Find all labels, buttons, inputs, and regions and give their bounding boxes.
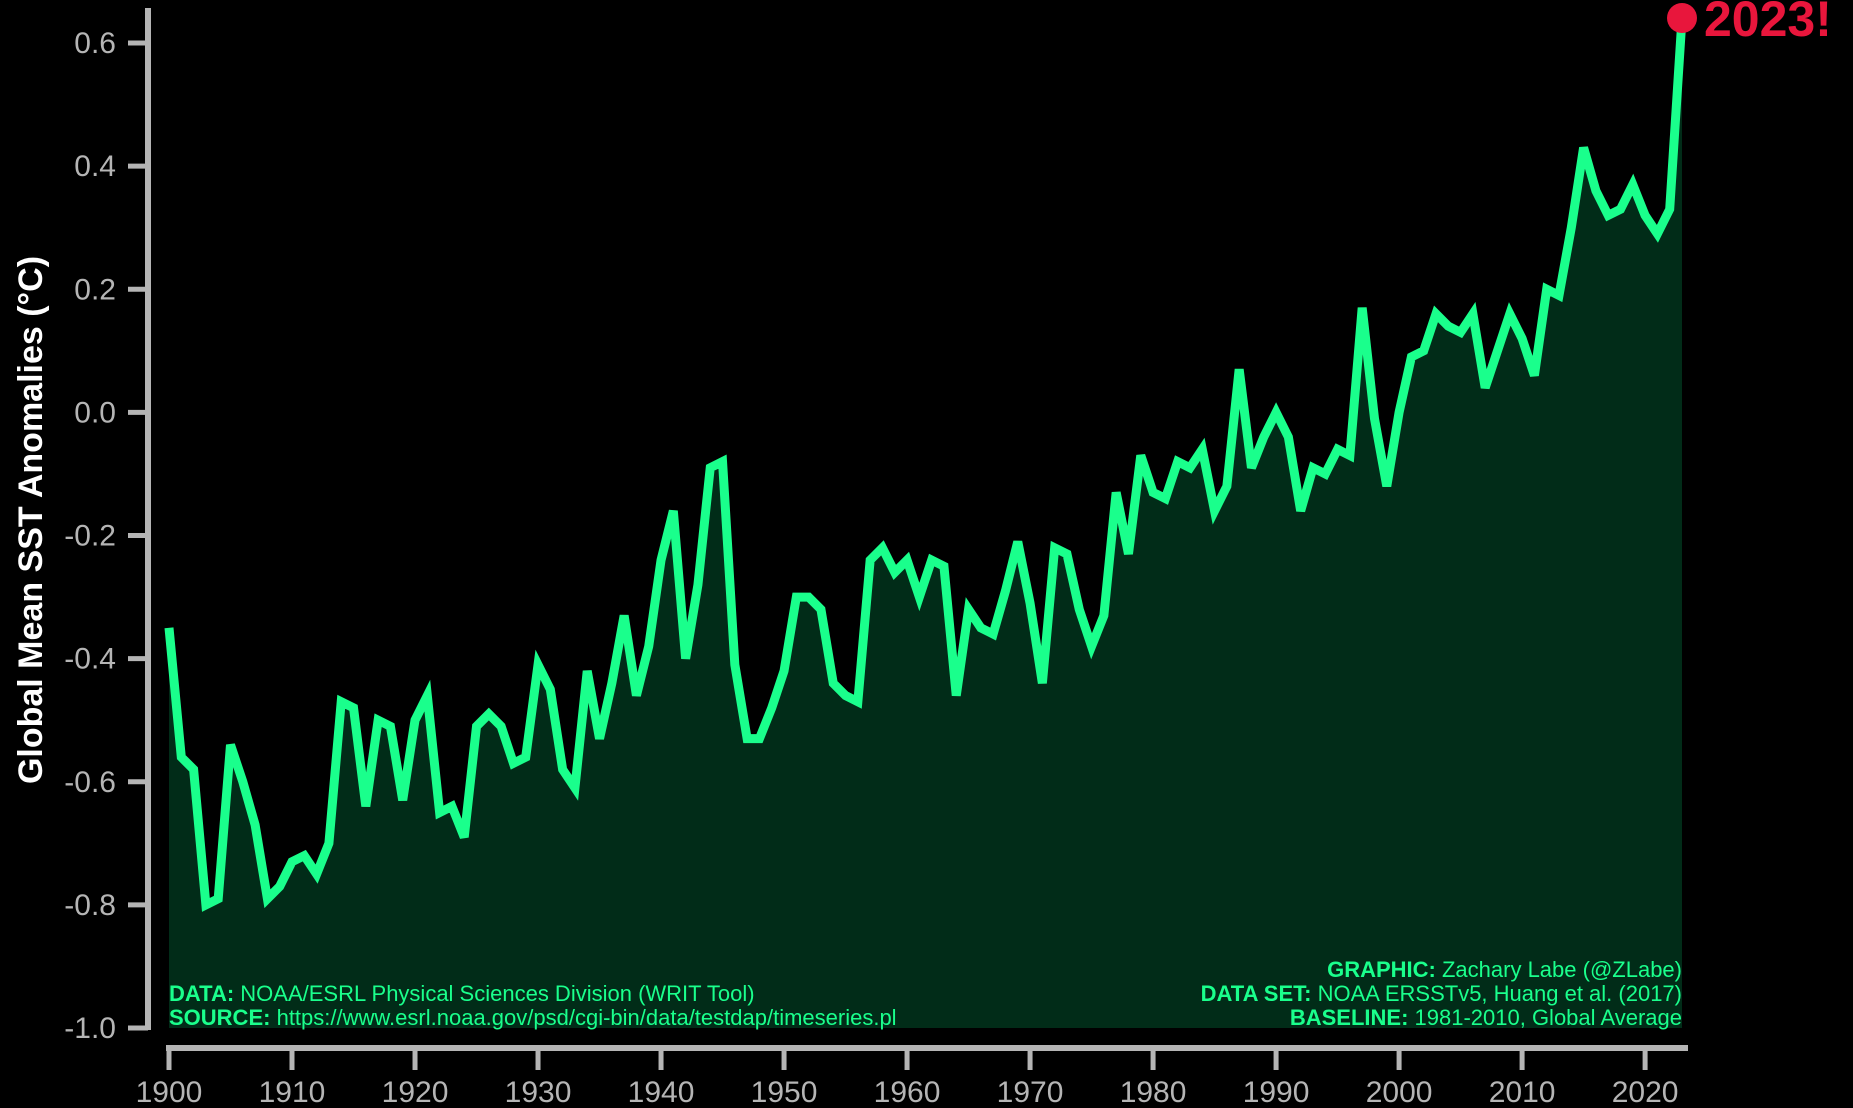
x-tick-label: 1960	[874, 1076, 941, 1108]
x-tick-label: 2000	[1366, 1076, 1433, 1108]
credit-dataset: DATA SET: NOAA ERSSTv5, Huang et al. (20…	[1201, 981, 1682, 1006]
x-tick-label: 1950	[751, 1076, 818, 1108]
credit-graphic-key: GRAPHIC:	[1327, 957, 1436, 982]
y-tick-label: -0.4	[64, 643, 116, 676]
y-tick-label: 0.6	[74, 27, 116, 60]
axes: 0.6 0.4 0.2 0.0 -0.2 -0.4 -0.6 -0.8 -1.0 1900 1910…	[64, 8, 1688, 1108]
x-tick-label: 2020	[1612, 1076, 1679, 1108]
credit-data: DATA: NOAA/ESRL Physical Sciences Divisi…	[169, 981, 755, 1006]
y-tick-label: -0.6	[64, 766, 116, 799]
x-tick-label: 1990	[1243, 1076, 1310, 1108]
highlight-marker	[1667, 3, 1697, 33]
y-tick-label: -0.8	[64, 889, 116, 922]
x-tick-label: 2010	[1489, 1076, 1556, 1108]
x-tick-label: 1920	[382, 1076, 449, 1108]
credit-data-key: DATA:	[169, 981, 234, 1006]
credits: DATA: NOAA/ESRL Physical Sciences Divisi…	[169, 957, 1682, 1030]
credit-graphic: GRAPHIC: Zachary Labe (@ZLabe)	[1327, 957, 1682, 982]
y-tick-label: 0.4	[74, 150, 116, 183]
series-line	[164, 18, 1687, 912]
credit-dataset-value: NOAA ERSSTv5, Huang et al. (2017)	[1318, 981, 1682, 1006]
x-tick-label: 1910	[259, 1076, 326, 1108]
credit-baseline-value: 1981-2010, Global Average	[1415, 1005, 1682, 1030]
area-fill-layer	[169, 18, 1682, 1028]
highlight-layer: 2023!	[1667, 0, 1832, 47]
credit-source: SOURCE: https://www.esrl.noaa.gov/psd/cg…	[169, 1005, 897, 1030]
area-fill	[169, 18, 1682, 1028]
credit-dataset-key: DATA SET:	[1201, 981, 1312, 1006]
y-tick-label: 0.2	[74, 273, 116, 306]
y-tick-label: -0.2	[64, 520, 116, 553]
highlight-label: 2023!	[1704, 0, 1832, 47]
series-line-layer	[164, 18, 1687, 912]
x-tick-label: 1970	[997, 1076, 1064, 1108]
credit-baseline-key: BASELINE:	[1290, 1005, 1409, 1030]
y-tick-label: 0.0	[74, 396, 116, 429]
x-tick-label: 1930	[505, 1076, 572, 1108]
credit-graphic-value: Zachary Labe (@ZLabe)	[1442, 957, 1682, 982]
credit-source-value: https://www.esrl.noaa.gov/psd/cgi-bin/da…	[277, 1005, 897, 1030]
y-tick-label: -1.0	[64, 1012, 116, 1045]
x-tick-label: 1940	[628, 1076, 695, 1108]
credit-baseline: BASELINE: 1981-2010, Global Average	[1290, 1005, 1682, 1030]
credit-data-value: NOAA/ESRL Physical Sciences Division (WR…	[240, 981, 754, 1006]
x-tick-label: 1980	[1120, 1076, 1187, 1108]
x-tick-label: 1900	[136, 1076, 203, 1108]
y-axis-label: Global Mean SST Anomalies (°C)	[12, 256, 50, 784]
credit-source-key: SOURCE:	[169, 1005, 270, 1030]
